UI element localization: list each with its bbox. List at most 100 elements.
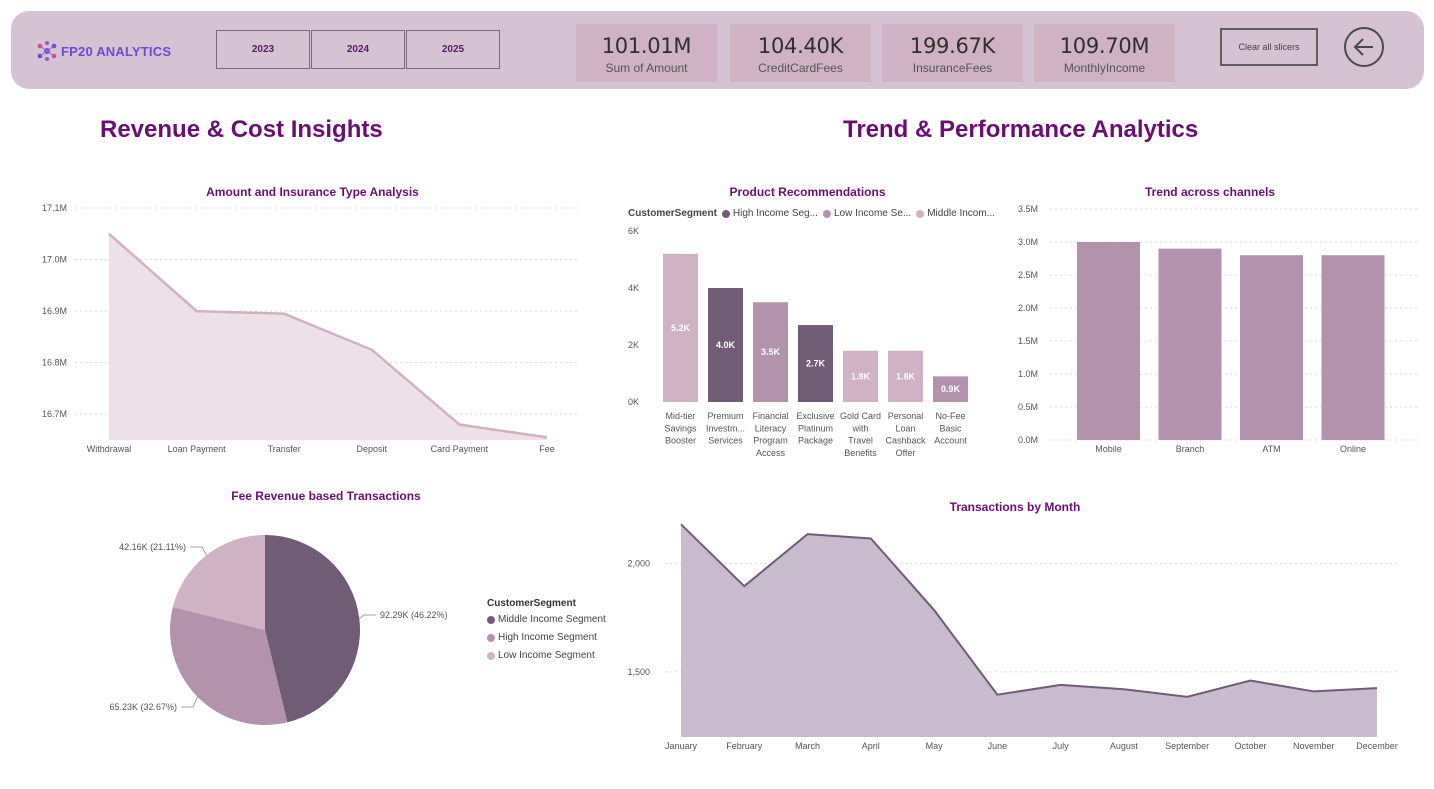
pie-slice xyxy=(172,535,265,630)
x-tick-label: Offer xyxy=(896,448,916,458)
kpi-value: 104.40K xyxy=(757,34,844,58)
slice-label: 65.23K (32.67%) xyxy=(109,702,177,712)
chart-title-products: Product Recommendations xyxy=(729,185,886,199)
x-tick-label: Literacy xyxy=(755,423,787,433)
kpi-label: MonthlyIncome xyxy=(1063,61,1146,75)
clear-all-slicers-button[interactable]: Clear all slicers xyxy=(1220,28,1318,66)
x-tick-label: Deposit xyxy=(357,444,388,454)
product-bar-chart[interactable]: 0K 2K 4K 6K 5.2K Mid-tier Savings Booster 4.0K Pr… xyxy=(620,222,990,462)
y-tick-label: 0.0M xyxy=(1018,435,1038,445)
y-tick-label: 6K xyxy=(628,226,639,236)
bar xyxy=(1158,248,1222,440)
pie-legend-item: Middle Income Segment xyxy=(487,614,606,625)
y-tick-label: 1.0M xyxy=(1018,369,1038,379)
pie-legend: CustomerSegment Middle Income Segment Hi… xyxy=(487,598,606,661)
back-button[interactable] xyxy=(1344,27,1384,67)
x-tick-label: Loan xyxy=(895,423,915,433)
leader-line xyxy=(181,696,198,708)
leader-line xyxy=(190,546,207,556)
x-tick-label: Benefits xyxy=(844,448,877,458)
fee-pie-chart[interactable]: 92.29K (46.22%) 65.23K (32.67%) 42.16K (21… xyxy=(90,520,470,745)
x-tick-label: Savings xyxy=(664,423,697,433)
x-tick-label: Services xyxy=(708,436,743,446)
kpi-label: InsuranceFees xyxy=(912,61,993,75)
bar xyxy=(708,288,743,402)
series-line xyxy=(108,232,548,439)
data-label: 3.5K xyxy=(761,347,781,357)
x-tick-label: Online xyxy=(1340,444,1366,454)
chart-title-amount: Amount and Insurance Type Analysis xyxy=(206,185,419,199)
y-tick-label: 2.0M xyxy=(1018,303,1038,313)
y-tick-label: 2,000 xyxy=(627,558,650,568)
year-slicer-2023[interactable]: 2023 xyxy=(216,30,310,69)
x-tick-label: Account xyxy=(934,436,967,446)
bar xyxy=(753,302,788,402)
data-label: 2.7K xyxy=(806,359,826,369)
kpi-card-amount: 101.01M Sum of Amount xyxy=(576,24,717,82)
x-tick-label: Financial xyxy=(752,411,788,421)
pie-slice xyxy=(169,607,288,725)
legend-dot-high xyxy=(721,209,730,218)
x-tick-label: July xyxy=(1053,741,1070,751)
legend-label: Middle Income Segment xyxy=(498,614,606,625)
logo-text: FP20 ANALYTICS xyxy=(61,43,172,59)
bar xyxy=(1321,255,1385,440)
pie-slice xyxy=(265,535,361,723)
x-tick-label: Personal xyxy=(888,411,924,421)
kpi-label: Sum of Amount xyxy=(605,61,688,75)
x-tick-label: Transfer xyxy=(268,444,301,454)
legend-dot-middle xyxy=(487,615,495,624)
logo: FP20 ANALYTICS xyxy=(36,40,171,62)
legend-item-middle: Middle Incom... xyxy=(927,208,996,219)
year-slicer-2024[interactable]: 2024 xyxy=(311,30,405,69)
kpi-label: CreditCardFees xyxy=(758,61,843,75)
month-area-chart[interactable]: 1,500 2,000 January February March April May Ju… xyxy=(615,515,1415,755)
x-tick-label: Premium xyxy=(707,411,743,421)
x-tick-label: March xyxy=(795,741,820,751)
data-label: 5.2K xyxy=(671,323,691,333)
pie-legend-title: CustomerSegment xyxy=(487,598,576,609)
chart-title-month: Transactions by Month xyxy=(949,500,1081,514)
kpi-card-monthly-income: 109.70M MonthlyIncome xyxy=(1034,24,1175,82)
x-tick-label: February xyxy=(726,741,763,751)
kpi-value: 101.01M xyxy=(601,34,692,58)
bar xyxy=(933,376,968,402)
year-slicer-2025[interactable]: 2025 xyxy=(406,30,500,69)
x-tick-label: Mobile xyxy=(1095,444,1122,454)
x-tick-label: Branch xyxy=(1176,444,1205,454)
y-tick-label: 3.5M xyxy=(1018,204,1038,214)
x-tick-label: October xyxy=(1234,741,1266,751)
channels-bar-chart[interactable]: 0.0M 0.5M 1.0M 1.5M 2.0M 2.5M 3.0M 3.5M Mobile Br… xyxy=(1010,200,1425,462)
y-tick-label: 0K xyxy=(628,397,639,407)
legend-dot-high xyxy=(487,633,495,642)
y-tick-label: 2K xyxy=(628,340,639,350)
kpi-card-insurance-fees: 199.67K InsuranceFees xyxy=(882,24,1023,82)
bar xyxy=(1077,242,1140,440)
x-tick-label: September xyxy=(1165,741,1209,751)
kpi-value: 199.67K xyxy=(909,34,996,58)
x-tick-label: Mid-tier xyxy=(665,411,695,421)
legend-item-high: High Income Seg... xyxy=(732,208,818,219)
x-tick-label: Fee xyxy=(539,444,555,454)
kpi-card-credit-card-fees: 104.40K CreditCardFees xyxy=(730,24,871,82)
pie-legend-item: High Income Segment xyxy=(487,632,606,643)
x-tick-label: with xyxy=(851,423,868,433)
legend-dot-low xyxy=(822,209,831,218)
bar xyxy=(798,325,833,402)
x-tick-label: Cashback xyxy=(885,436,926,446)
x-tick-label: June xyxy=(988,741,1008,751)
bar xyxy=(1240,255,1303,440)
x-tick-label: Exclusive xyxy=(796,411,834,421)
x-tick-label: Loan Payment xyxy=(168,444,227,454)
y-tick-label: 17.1M xyxy=(42,203,67,213)
x-tick-label: Access xyxy=(756,448,786,458)
x-tick-label: December xyxy=(1356,741,1398,751)
slice-label: 92.29K (46.22%) xyxy=(380,610,448,620)
chart-title-fee: Fee Revenue based Transactions xyxy=(231,489,421,503)
amount-area-chart[interactable]: 16.7M 16.8M 16.9M 17.0M 17.1M Withdrawal Loan … xyxy=(30,200,600,462)
pie-legend-item: Low Income Segment xyxy=(487,650,606,661)
data-label: 4.0K xyxy=(716,340,736,350)
x-tick-label: January xyxy=(665,741,698,751)
legend-dot-low xyxy=(487,651,495,660)
y-tick-label: 4K xyxy=(628,283,639,293)
